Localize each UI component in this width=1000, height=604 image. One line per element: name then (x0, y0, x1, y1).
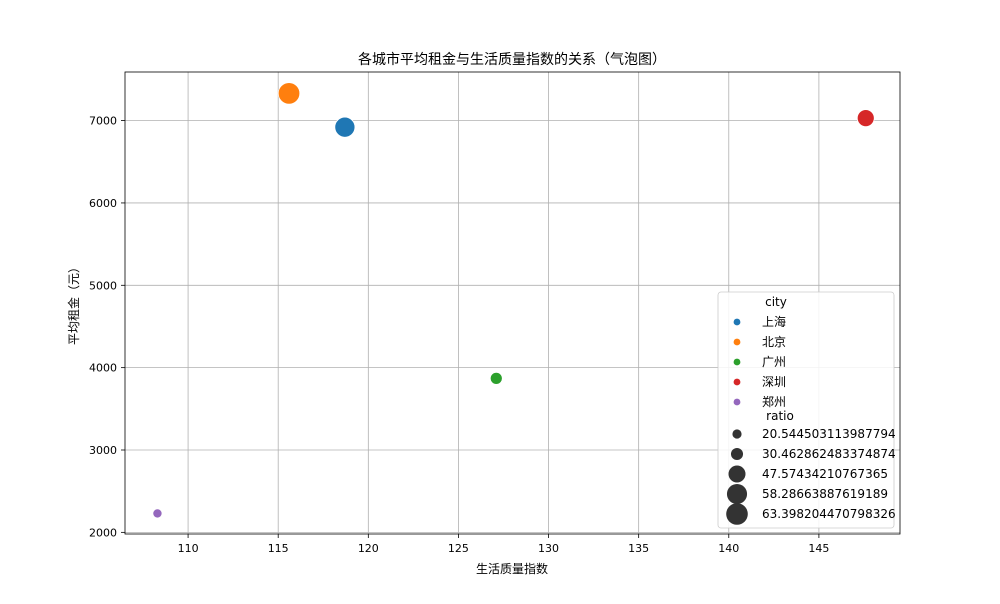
y-tick-label: 2000 (89, 526, 117, 539)
legend-size-marker (728, 465, 746, 483)
legend-size-label: 30.462862483374874 (762, 447, 896, 461)
legend-hue-label: 郑州 (762, 394, 786, 409)
legend-hue-label: 上海 (762, 314, 786, 329)
y-tick-label: 7000 (89, 115, 117, 128)
bubble-point (334, 116, 356, 138)
legend-size-marker (730, 447, 744, 461)
bubble-point (489, 371, 503, 385)
ticks-layer: 110 115 120 125 130 135 140 145 2000 3000 4000 5000… (89, 115, 829, 555)
legend-hue-label: 广州 (762, 355, 786, 369)
bubble-point (277, 82, 301, 105)
x-tick-label: 120 (358, 542, 379, 555)
legend-hue-title: city (765, 295, 787, 309)
legend-hue-marker (733, 378, 741, 386)
legend-hue-label: 深圳 (762, 375, 786, 389)
legend-hue-marker (733, 358, 741, 366)
legend-frame (717, 291, 895, 529)
chart-title: 各城市平均租金与生活质量指数的关系（气泡图） (358, 51, 666, 68)
bubble-point (856, 109, 875, 128)
legend-size-title: ratio (766, 409, 794, 423)
legend-hue-marker (733, 398, 741, 406)
legend-size-marker (726, 483, 748, 505)
y-tick-label: 6000 (89, 197, 117, 210)
y-tick-label: 3000 (89, 444, 117, 457)
legend-size-label: 58.28663887619189 (762, 487, 888, 501)
legend-hue-marker (733, 318, 741, 326)
x-tick-label: 130 (538, 542, 559, 555)
y-tick-label: 5000 (89, 279, 117, 292)
plot-frame (124, 71, 901, 535)
x-tick-label: 140 (718, 542, 739, 555)
legend-size-marker (726, 503, 748, 525)
legend-size-label: 47.57434210767365 (762, 467, 888, 481)
legend-size-label: 20.544503113987794 (762, 427, 896, 441)
x-tick-label: 110 (178, 542, 199, 555)
legend-hue-marker (733, 338, 741, 346)
x-tick-label: 125 (448, 542, 469, 555)
y-axis-label: 平均租金（元） (66, 261, 81, 345)
points-layer (152, 82, 875, 519)
x-tick-label: 115 (268, 542, 289, 555)
x-tick-label: 145 (808, 542, 829, 555)
legend-size-marker (732, 429, 742, 439)
bubble-point (152, 508, 163, 519)
x-axis-label: 生活质量指数 (476, 561, 548, 576)
legend-size-label: 63.398204470798326 (762, 507, 896, 521)
x-tick-label: 135 (628, 542, 649, 555)
y-tick-label: 4000 (89, 362, 117, 375)
legend-hue-label: 北京 (762, 335, 786, 349)
